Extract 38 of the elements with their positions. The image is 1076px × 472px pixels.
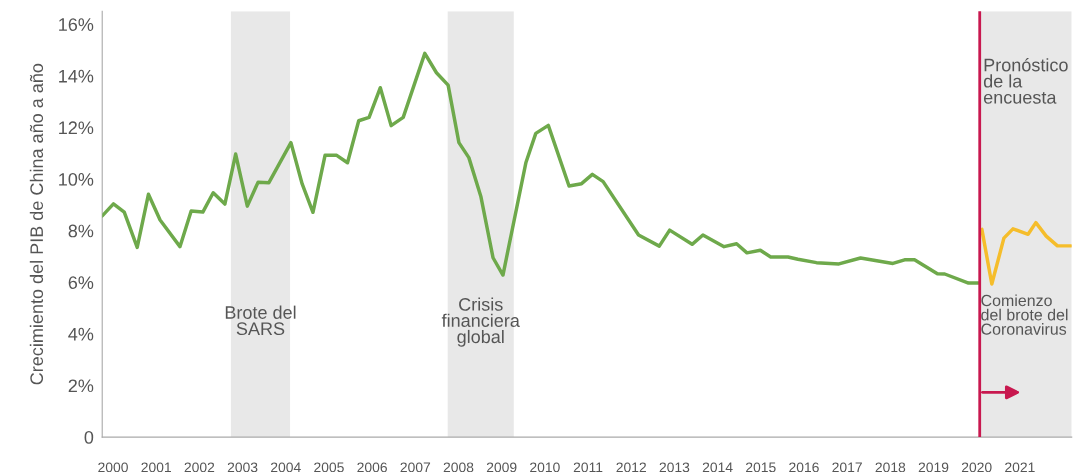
x-tick-label: 2001	[141, 462, 171, 472]
y-tick-label: 0	[84, 431, 94, 444]
y-tick-label: 12%	[59, 121, 94, 135]
x-tick-label: 2010	[530, 462, 560, 472]
x-tick-label: 2021	[1005, 462, 1035, 472]
x-tick-label: 2012	[616, 462, 646, 472]
x-tick-label: 2011	[573, 462, 603, 472]
y-axis-title: Crecimiento del PIB de China año a año	[29, 63, 44, 385]
y-tick-label: 10%	[59, 172, 94, 186]
x-tick-label: 2000	[98, 462, 128, 472]
y-tick-label: 4%	[68, 327, 94, 341]
x-tick-label: 2008	[443, 462, 474, 472]
x-tick-label: 2015	[746, 462, 776, 472]
x-tick-label: 2007	[400, 462, 431, 472]
x-tick-label: 2003	[227, 462, 258, 472]
y-tick-label: 16%	[59, 18, 94, 31]
x-tick-label: 2006	[357, 462, 387, 472]
x-tick-label: 2019	[918, 462, 949, 472]
x-tick-label: 2009	[486, 462, 517, 472]
y-tick-label: 14%	[59, 69, 94, 83]
y-tick-label: 8%	[68, 224, 94, 238]
x-tick-label: 2004	[271, 462, 301, 472]
line-series	[980, 220, 1072, 286]
x-tick-label: 2002	[184, 462, 215, 472]
x-tick-label: 2018	[875, 462, 906, 472]
band-label: Pronóstico de la encuesta	[983, 57, 1068, 104]
line-series	[102, 51, 981, 285]
x-tick-label: 2005	[314, 462, 344, 472]
y-tick-label: 6%	[68, 276, 94, 289]
x-tick-label: 2016	[789, 462, 819, 472]
x-tick-label: 2020	[961, 462, 992, 472]
band-label: Crisis financiera global	[441, 297, 520, 347]
x-tick-label: 2014	[702, 462, 733, 472]
x-tick-label: 2013	[659, 462, 690, 472]
y-tick-label: 2%	[68, 379, 94, 393]
band-label: Brote del SARS	[225, 305, 296, 336]
ref-line-label: Comienzo del brote del Coronavirus	[981, 294, 1068, 335]
x-tick-label: 2017	[832, 462, 862, 472]
